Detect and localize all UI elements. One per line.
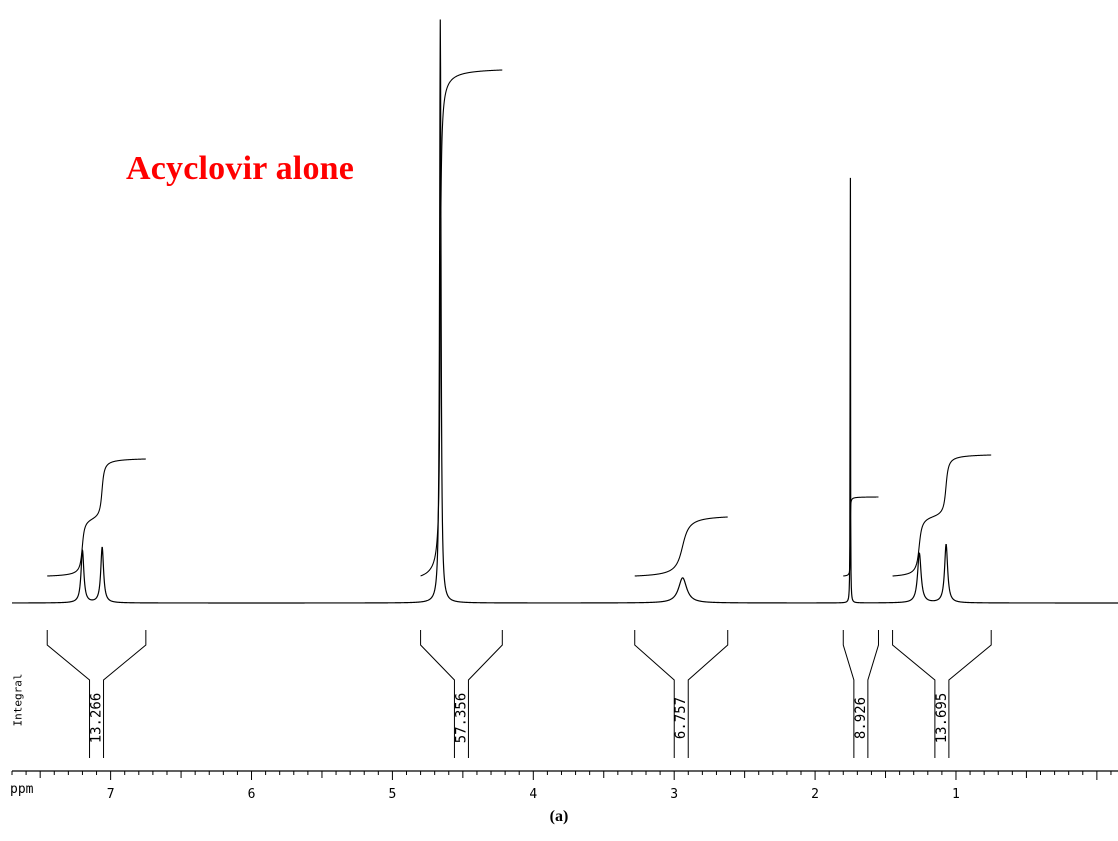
ppm-axis-unit-label: ppm: [10, 782, 34, 797]
integral-curve-4: [893, 455, 992, 576]
integral-bracket-left-4: [893, 630, 935, 758]
integral-bracket-left-0: [47, 630, 89, 758]
integral-value-label-1: 57.356: [453, 693, 469, 744]
spectrum-line: [12, 20, 1118, 603]
integral-bracket-right-4: [949, 630, 991, 758]
integral-curve-0: [47, 459, 146, 576]
integral-row-label: Integral: [12, 674, 25, 727]
ppm-tick-label-4: 4: [529, 787, 537, 802]
integral-bracket-right-3: [868, 630, 879, 758]
integral-value-label-2: 6.757: [673, 697, 689, 739]
ppm-tick-label-5: 5: [388, 787, 396, 802]
integral-curve-3: [843, 497, 878, 576]
integral-bracket-left-1: [421, 630, 455, 758]
ppm-tick-label-3: 3: [670, 787, 678, 802]
integral-bracket-left-2: [635, 630, 674, 758]
ppm-tick-label-6: 6: [248, 787, 256, 802]
figure-caption: (a): [0, 808, 1118, 826]
integral-curve-1: [421, 70, 503, 576]
integral-bracket-right-2: [688, 630, 727, 758]
integral-bracket-right-0: [104, 630, 146, 758]
integral-curve-2: [635, 517, 728, 576]
integral-value-label-0: 13.266: [89, 693, 105, 744]
figure-title: Acyclovir alone: [126, 150, 354, 188]
integral-value-label-3: 8.926: [853, 697, 869, 739]
ppm-tick-label-7: 7: [107, 787, 115, 802]
ppm-tick-label-2: 2: [811, 787, 819, 802]
ppm-tick-label-1: 1: [952, 787, 960, 802]
integral-bracket-right-1: [468, 630, 502, 758]
integral-value-label-4: 13.695: [934, 693, 950, 744]
